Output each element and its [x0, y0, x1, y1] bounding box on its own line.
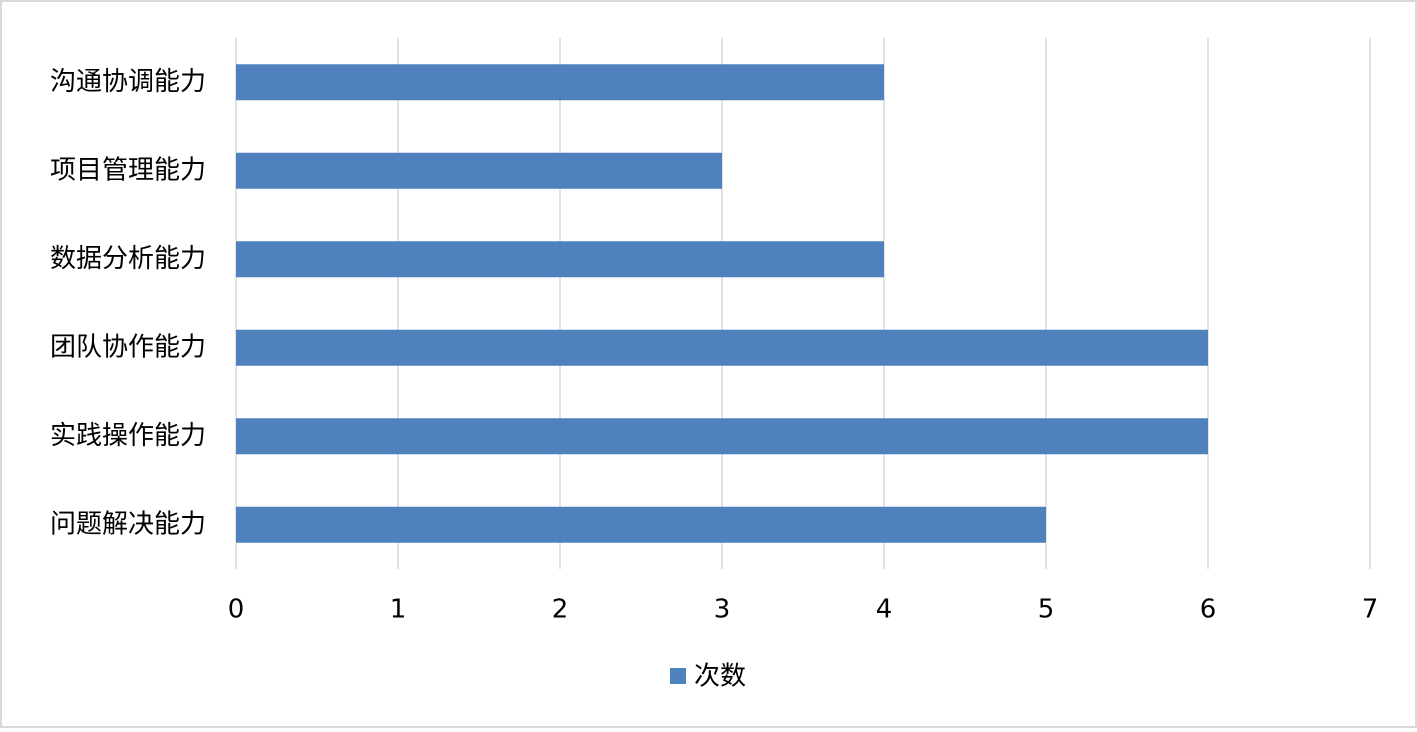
bar	[236, 418, 1208, 455]
bar	[236, 64, 884, 101]
y-tick-label: 数据分析能力	[50, 244, 206, 274]
bar	[236, 329, 1208, 366]
bar	[236, 506, 1046, 543]
x-tick-label: 4	[876, 595, 893, 625]
y-tick-label: 沟通协调能力	[50, 67, 206, 97]
y-tick-label: 实践操作能力	[50, 421, 206, 451]
x-tick-label: 1	[390, 595, 407, 625]
bar	[236, 152, 722, 189]
bar	[236, 241, 884, 278]
legend-label: 次数	[694, 662, 746, 692]
x-tick-label: 0	[228, 595, 245, 625]
x-tick-label: 6	[1200, 595, 1217, 625]
legend-swatch	[670, 668, 686, 684]
y-tick-label: 问题解决能力	[50, 509, 206, 539]
x-tick-label: 3	[714, 595, 731, 625]
x-tick-label: 5	[1038, 595, 1055, 625]
x-tick-label: 7	[1362, 595, 1379, 625]
x-tick-label: 2	[552, 595, 569, 625]
y-tick-label: 团队协作能力	[50, 332, 206, 362]
y-tick-label: 项目管理能力	[50, 155, 206, 185]
